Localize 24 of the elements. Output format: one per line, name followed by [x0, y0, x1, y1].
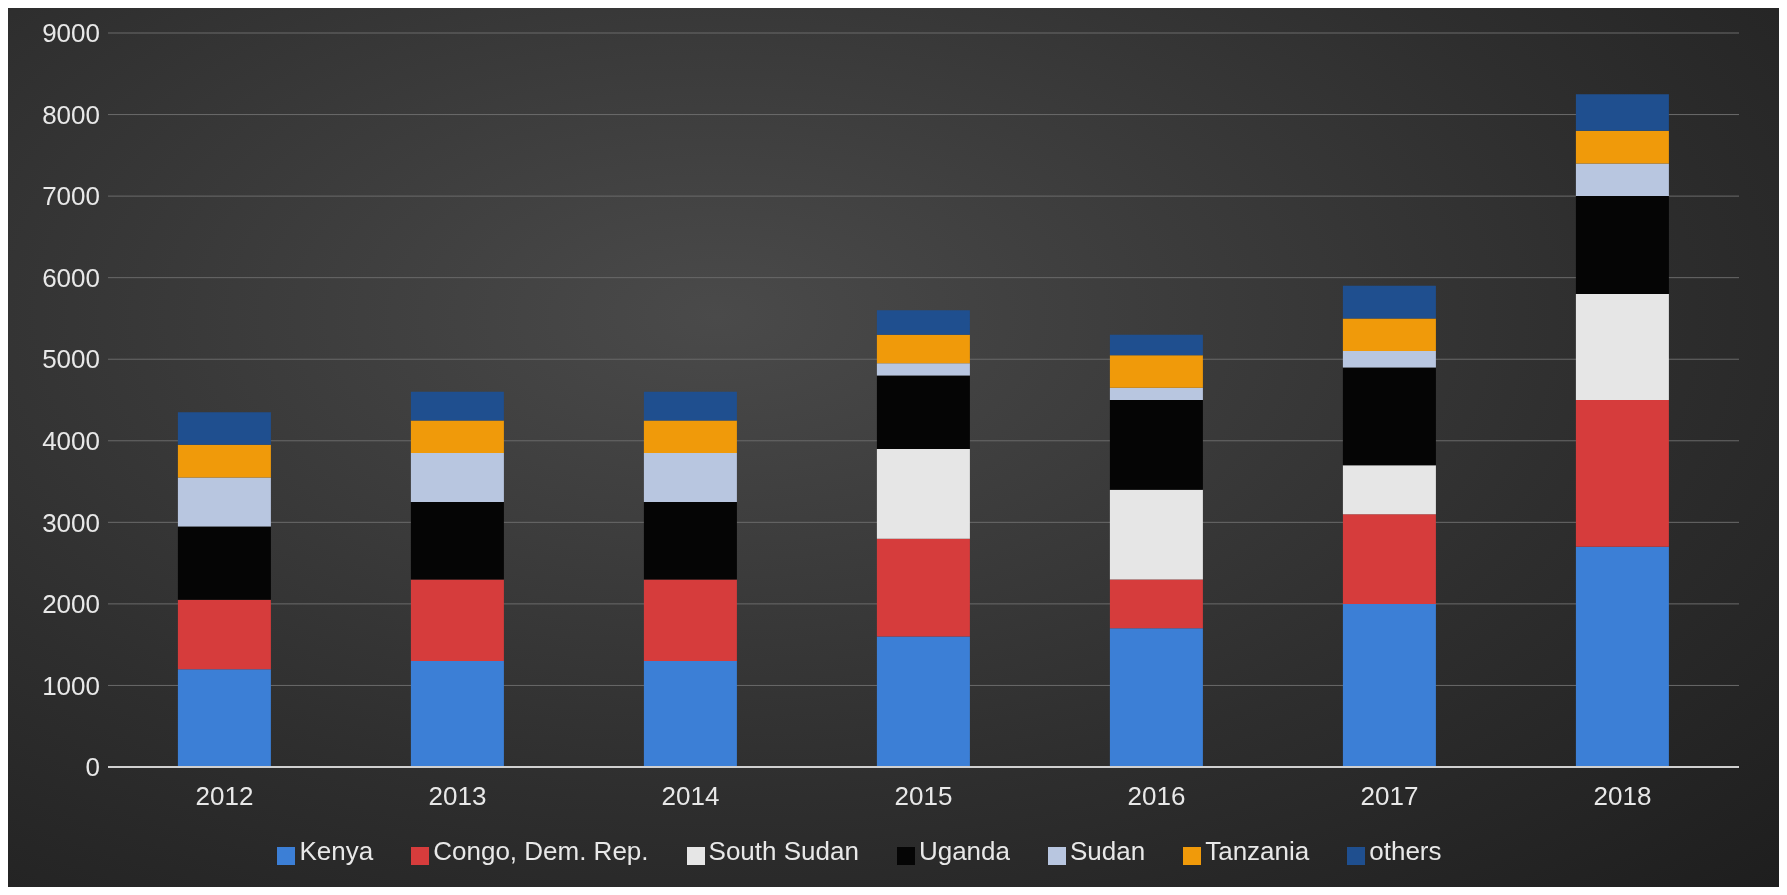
y-tick-label: 3000 — [42, 507, 100, 538]
y-tick-label: 1000 — [42, 670, 100, 701]
y-tick-label: 9000 — [42, 18, 100, 49]
legend-label: South Sudan — [708, 836, 859, 866]
x-tick-label: 2017 — [1360, 781, 1419, 812]
legend-label: others — [1369, 836, 1442, 866]
y-tick-label: 7000 — [42, 181, 100, 212]
legend-label: Tanzania — [1205, 836, 1310, 866]
x-tick-label: 2014 — [661, 781, 720, 812]
y-tick-label: 5000 — [42, 344, 100, 375]
legend-label: Kenya — [299, 836, 374, 866]
y-tick-label: 2000 — [42, 589, 100, 620]
legend-label: Congo, Dem. Rep. — [433, 836, 649, 866]
legend-label: Sudan — [1069, 836, 1146, 866]
x-tick-label: 2015 — [894, 781, 953, 812]
x-tick-label: 2013 — [428, 781, 487, 812]
x-tick-label: 2016 — [1127, 781, 1186, 812]
y-tick-label: 0 — [85, 752, 100, 783]
y-tick-label: 6000 — [42, 262, 100, 293]
y-tick-label: 8000 — [42, 99, 100, 130]
x-tick-label: 2012 — [195, 781, 254, 812]
y-tick-label: 4000 — [42, 426, 100, 457]
x-tick-label: 2018 — [1593, 781, 1652, 812]
legend-label: Uganda — [918, 836, 1010, 866]
